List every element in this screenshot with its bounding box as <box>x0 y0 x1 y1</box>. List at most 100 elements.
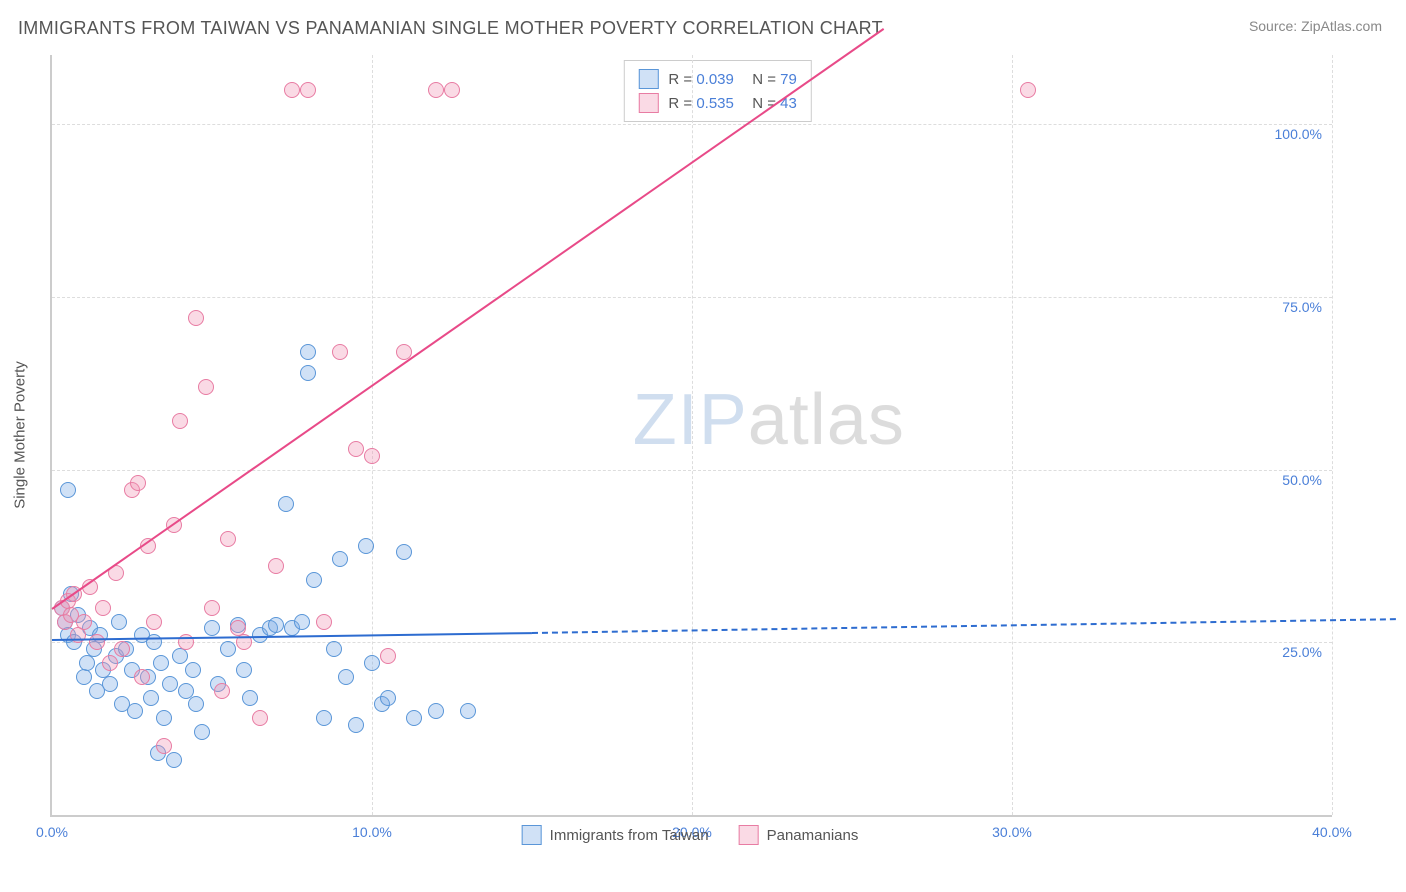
scatter-point <box>95 600 111 616</box>
scatter-point <box>294 614 310 630</box>
y-axis-title: Single Mother Poverty <box>12 361 29 509</box>
x-tick-label: 30.0% <box>992 824 1032 840</box>
scatter-point <box>220 641 236 657</box>
scatter-point <box>127 703 143 719</box>
y-tick-label: 50.0% <box>1282 472 1322 488</box>
scatter-point <box>156 710 172 726</box>
scatter-point <box>406 710 422 726</box>
scatter-point <box>172 413 188 429</box>
legend-r-label: R = 0.039 <box>668 71 733 88</box>
scatter-point <box>76 669 92 685</box>
scatter-point <box>444 82 460 98</box>
scatter-point <box>146 614 162 630</box>
y-tick-label: 100.0% <box>1275 126 1322 142</box>
scatter-point <box>306 572 322 588</box>
scatter-point <box>364 655 380 671</box>
legend-n-label: N = 79 <box>744 71 797 88</box>
scatter-point <box>162 676 178 692</box>
scatter-point <box>364 448 380 464</box>
scatter-point <box>102 655 118 671</box>
scatter-point <box>130 475 146 491</box>
x-tick-label: 10.0% <box>352 824 392 840</box>
scatter-point <box>242 690 258 706</box>
legend-top-row: R = 0.039 N = 79 <box>638 67 796 91</box>
legend-series-label: Immigrants from Taiwan <box>550 827 709 844</box>
trend-line-extrapolation <box>532 618 1396 634</box>
scatter-point <box>60 482 76 498</box>
legend-series-label: Panamanians <box>767 827 859 844</box>
scatter-point <box>220 531 236 547</box>
scatter-point <box>332 344 348 360</box>
watermark-part2: atlas <box>748 380 905 460</box>
scatter-point <box>172 648 188 664</box>
scatter-point <box>380 648 396 664</box>
watermark: ZIPatlas <box>633 379 905 461</box>
x-tick-label: 40.0% <box>1312 824 1352 840</box>
scatter-point <box>278 496 294 512</box>
scatter-point <box>111 614 127 630</box>
scatter-point <box>185 662 201 678</box>
scatter-point <box>143 690 159 706</box>
scatter-point <box>460 703 476 719</box>
scatter-point <box>316 614 332 630</box>
scatter-point <box>76 614 92 630</box>
legend-bottom-item: Panamanians <box>739 825 859 845</box>
source-label: Source: ZipAtlas.com <box>1249 18 1382 34</box>
chart-title: IMMIGRANTS FROM TAIWAN VS PANAMANIAN SIN… <box>18 18 883 39</box>
scatter-point <box>338 669 354 685</box>
scatter-point <box>236 662 252 678</box>
scatter-point <box>268 558 284 574</box>
y-tick-label: 75.0% <box>1282 299 1322 315</box>
scatter-point <box>114 641 130 657</box>
trend-line <box>51 28 884 610</box>
gridline-v <box>692 55 693 815</box>
scatter-point <box>198 379 214 395</box>
scatter-point <box>166 752 182 768</box>
scatter-point <box>348 717 364 733</box>
scatter-point <box>188 696 204 712</box>
legend-swatch <box>522 825 542 845</box>
chart-area: Single Mother Poverty ZIPatlas R = 0.039… <box>50 55 1330 815</box>
scatter-point <box>204 620 220 636</box>
scatter-point <box>102 676 118 692</box>
x-tick-label: 0.0% <box>36 824 68 840</box>
scatter-point <box>70 627 86 643</box>
y-tick-label: 25.0% <box>1282 644 1322 660</box>
scatter-point <box>153 655 169 671</box>
scatter-point <box>204 600 220 616</box>
scatter-point <box>156 738 172 754</box>
scatter-point <box>194 724 210 740</box>
legend-bottom-item: Immigrants from Taiwan <box>522 825 709 845</box>
scatter-point <box>1020 82 1036 98</box>
scatter-point <box>300 344 316 360</box>
scatter-point <box>252 710 268 726</box>
scatter-point <box>188 310 204 326</box>
gridline-v <box>1332 55 1333 815</box>
legend-swatch <box>638 93 658 113</box>
scatter-point <box>316 710 332 726</box>
scatter-point <box>268 617 284 633</box>
scatter-point <box>300 82 316 98</box>
legend-swatch <box>739 825 759 845</box>
watermark-part1: ZIP <box>633 380 748 460</box>
legend-top-row: R = 0.535 N = 43 <box>638 91 796 115</box>
scatter-point <box>79 655 95 671</box>
scatter-point <box>326 641 342 657</box>
gridline-v <box>372 55 373 815</box>
scatter-point <box>428 703 444 719</box>
scatter-point <box>358 538 374 554</box>
gridline-v <box>1012 55 1013 815</box>
scatter-point <box>380 690 396 706</box>
scatter-point <box>348 441 364 457</box>
legend-swatch <box>638 69 658 89</box>
scatter-point <box>214 683 230 699</box>
scatter-point <box>396 544 412 560</box>
legend-bottom: Immigrants from Taiwan Panamanians <box>522 825 859 845</box>
scatter-point <box>89 634 105 650</box>
legend-top: R = 0.039 N = 79R = 0.535 N = 43 <box>623 60 811 122</box>
legend-r-label: R = 0.535 <box>668 95 733 112</box>
scatter-point <box>284 82 300 98</box>
scatter-plot: ZIPatlas R = 0.039 N = 79R = 0.535 N = 4… <box>50 55 1332 817</box>
scatter-point <box>134 669 150 685</box>
scatter-point <box>332 551 348 567</box>
